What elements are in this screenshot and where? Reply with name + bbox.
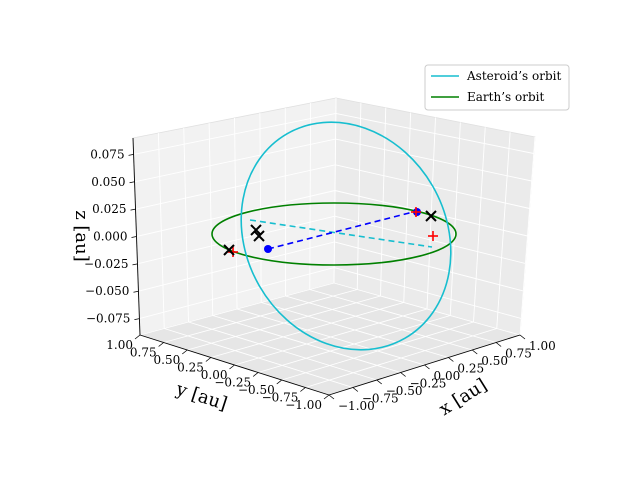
y-tick (134, 334, 141, 340)
y-tick-label: 0.25 (177, 361, 204, 375)
legend-label-earth: Earth’s orbit (467, 90, 544, 104)
y-tick-label: 0.75 (130, 346, 157, 360)
y-tick-label: −1.00 (285, 398, 322, 412)
blue-point (264, 245, 272, 253)
x-tick-label: 0.75 (505, 347, 532, 361)
y-grid-line (234, 308, 428, 366)
y-tick-label: −0.75 (262, 391, 299, 405)
z-grid-line (334, 190, 528, 237)
y-tick (300, 387, 306, 392)
legend: Asteroid’s orbit Earth’s orbit (424, 64, 570, 111)
z-tick-label: 0.000 (93, 230, 127, 244)
x-tick-label: −1.00 (338, 399, 375, 413)
y-tick (252, 372, 259, 377)
z-grid-line (335, 138, 532, 182)
z-tick-label: 0.025 (92, 202, 126, 216)
y-tick (229, 364, 235, 370)
y-grid-line (257, 315, 451, 373)
z-tick (133, 290, 139, 293)
black-cross (253, 230, 265, 242)
z-grid-line (139, 267, 335, 320)
z-grid-line (136, 190, 336, 237)
blue-connector (267, 210, 418, 250)
legend-box (424, 64, 570, 111)
z-grid-line (135, 164, 336, 210)
y-tick-label: −0.50 (238, 383, 275, 397)
legend-label-asteroid: Asteroid’s orbit (466, 69, 561, 83)
x-tick-label: −0.50 (386, 384, 423, 398)
z-grid-line (334, 241, 524, 292)
earth-orbit (211, 202, 457, 266)
tick-labels: −1.00−0.75−0.50−0.250.000.250.500.751.00… (84, 147, 556, 413)
markers (223, 207, 438, 257)
y-tick-label: 0.50 (154, 353, 181, 367)
z-grid-line (133, 112, 336, 155)
x-tick (472, 349, 478, 355)
red-plus (428, 231, 438, 241)
y-grid-line (187, 295, 381, 351)
x-tick (495, 342, 502, 347)
z-tick-label: −0.075 (86, 312, 130, 326)
y-grid-line (163, 289, 358, 343)
z-grid-line (334, 267, 522, 319)
z-tick (128, 154, 134, 156)
tick-marks (128, 154, 526, 400)
z-tick-label: 0.075 (90, 147, 124, 161)
z-tick (134, 318, 140, 320)
asteroid-orbit (240, 121, 452, 351)
y-tick-label: 0.00 (201, 368, 228, 382)
grid-lines (132, 97, 536, 396)
asteroid-node-line (249, 219, 433, 248)
series-group (211, 121, 457, 351)
x-tick-label: −0.25 (410, 377, 447, 391)
x-tick-label: 1.00 (529, 339, 556, 353)
y-grid-line (305, 328, 497, 388)
z-tick (129, 181, 135, 184)
y-tick (158, 342, 164, 347)
y-tick (182, 349, 188, 355)
y-grid-line (281, 321, 474, 381)
x-tick (424, 364, 430, 370)
x-tick-label: 0.50 (481, 354, 508, 368)
z-tick-label: −0.025 (84, 257, 128, 271)
y-tick (323, 394, 330, 400)
z-grid-line (137, 215, 335, 265)
black-cross (425, 210, 437, 222)
z-tick-label: 0.050 (91, 175, 125, 189)
black-cross (223, 244, 235, 256)
x-tick-label: 0.25 (457, 362, 484, 376)
x-tick (352, 387, 359, 392)
z-tick-label: −0.050 (85, 284, 129, 298)
z-grid-line (138, 241, 335, 292)
z-tick (132, 263, 138, 266)
z-axis-label: z [au] (71, 210, 92, 262)
red-plus (411, 207, 421, 217)
y-grid-line (210, 302, 404, 358)
x-tick (400, 372, 406, 377)
x-tick (448, 357, 454, 362)
x-tick-label: 0.00 (434, 369, 461, 383)
z-grid-line (134, 138, 336, 183)
z-tick (131, 236, 137, 238)
y-tick-label: 1.00 (106, 338, 133, 352)
y-grid-line (139, 282, 335, 336)
x-tick (328, 394, 335, 400)
z-tick (130, 208, 136, 211)
black-cross (250, 224, 262, 236)
y-tick (276, 379, 282, 385)
y-tick-label: −0.25 (214, 376, 251, 390)
y-tick (205, 357, 212, 362)
z-grid-line (335, 112, 534, 154)
x-tick (519, 334, 526, 340)
x-tick (376, 379, 382, 385)
x-tick-label: −0.75 (362, 392, 399, 406)
